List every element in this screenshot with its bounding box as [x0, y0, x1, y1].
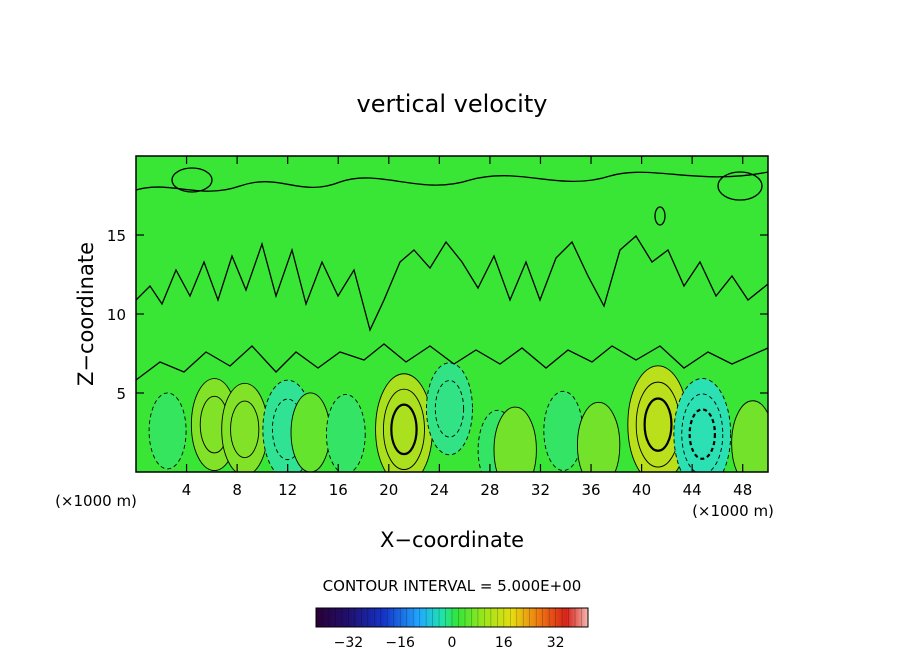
velocity-contour-ring	[576, 401, 621, 472]
velocity-contour-ring	[688, 408, 716, 460]
contour-island	[171, 167, 213, 193]
velocity-cell	[375, 373, 433, 472]
velocity-cell	[673, 378, 731, 472]
velocity-contour-ring	[148, 392, 187, 470]
y-tick-label: 15	[107, 227, 126, 245]
y-axis-label: Z−coordinate	[74, 242, 98, 386]
x-tick-label: 36	[581, 481, 600, 499]
x-tick-label: 16	[329, 481, 348, 499]
x-tick-label: 4	[182, 481, 192, 499]
x-tick-label: 8	[232, 481, 242, 499]
colorbar-tick-label: 0	[448, 635, 457, 651]
velocity-cell	[149, 392, 187, 469]
velocity-contour-ring	[383, 388, 425, 470]
x-tick-label: 20	[379, 481, 398, 499]
y-axis-ticks: 5 10 15	[107, 227, 768, 403]
zero-contours	[136, 167, 768, 381]
velocity-cell	[291, 392, 330, 472]
chart-title: vertical velocity	[357, 90, 548, 118]
zero-contour-ridge	[136, 235, 768, 332]
velocity-contour-ring	[643, 397, 673, 452]
x-tick-label: 28	[480, 481, 499, 499]
velocity-contour-ring	[434, 380, 465, 438]
y-tick-label: 5	[116, 385, 126, 403]
colorbar-tick-label: −32	[334, 635, 364, 651]
x-axis-ticks: 4 8 12 16 20 24 28 32 36 40 44 48	[182, 156, 752, 499]
x-unit-label-left: (×1000 m)	[55, 492, 137, 510]
colorbar-tick-labels: −32 −16 0 16 32	[334, 635, 565, 651]
velocity-cell	[326, 394, 366, 472]
velocity-contour-ring	[681, 393, 724, 472]
velocity-cell	[543, 391, 583, 471]
colorbar-dividers	[322, 608, 582, 627]
colorbar-tick-label: 16	[495, 635, 513, 651]
velocity-features	[148, 362, 768, 472]
velocity-contour-ring	[731, 400, 768, 472]
x-unit-label-right: (×1000 m)	[692, 502, 774, 520]
velocity-cell	[627, 365, 689, 472]
x-tick-label: 12	[278, 481, 297, 499]
velocity-contour-ring	[493, 406, 537, 472]
colorbar-tick-label: 32	[547, 635, 565, 651]
y-tick-label: 10	[107, 306, 126, 324]
x-tick-label: 32	[531, 481, 550, 499]
colorbar: −32 −16 0 16 32	[315, 607, 589, 651]
colorbar-tick-label: −16	[385, 635, 415, 651]
velocity-cell	[731, 400, 768, 472]
x-tick-label: 44	[683, 481, 702, 499]
x-tick-label: 40	[632, 481, 651, 499]
zero-contour-upper	[136, 171, 768, 192]
x-axis-label: X−coordinate	[380, 528, 524, 552]
velocity-contour-ring	[673, 378, 732, 472]
velocity-contour-ring	[390, 403, 418, 456]
colorbar-gradient	[315, 607, 589, 628]
zero-contour-lower	[136, 343, 768, 381]
velocity-cell	[577, 402, 620, 472]
contour-island	[654, 206, 666, 226]
velocity-contour-ring	[426, 362, 473, 456]
velocity-contour-ring	[230, 400, 260, 459]
velocity-cell	[426, 362, 473, 455]
velocity-cell	[221, 383, 268, 472]
velocity-cell	[494, 407, 537, 472]
velocity-contour-ring	[325, 394, 366, 472]
contour-island	[717, 171, 763, 201]
x-tick-label: 48	[733, 481, 752, 499]
contour-interval-note: CONTOUR INTERVAL = 5.000E+00	[323, 577, 582, 595]
x-tick-label: 24	[430, 481, 449, 499]
